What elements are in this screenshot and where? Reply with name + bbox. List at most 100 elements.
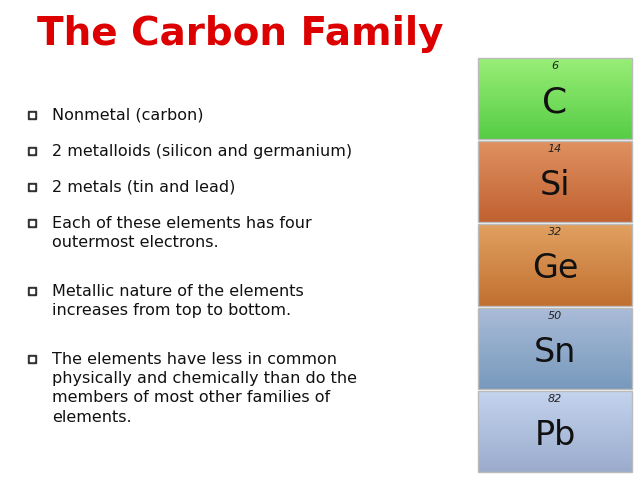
Bar bbox=[478, 66, 632, 68]
Bar bbox=[478, 64, 632, 66]
Bar bbox=[478, 409, 632, 411]
Bar bbox=[478, 393, 632, 395]
Bar bbox=[478, 464, 632, 466]
Bar bbox=[478, 456, 632, 458]
Text: 14: 14 bbox=[548, 144, 562, 154]
Bar bbox=[478, 133, 632, 135]
Bar bbox=[478, 83, 632, 84]
Bar bbox=[478, 147, 632, 149]
Bar bbox=[478, 437, 632, 440]
Bar bbox=[478, 204, 632, 206]
Bar bbox=[478, 298, 632, 300]
Bar bbox=[478, 277, 632, 279]
Bar bbox=[478, 58, 632, 60]
Bar bbox=[478, 405, 632, 407]
Bar bbox=[478, 316, 632, 318]
Bar bbox=[478, 372, 632, 374]
Bar bbox=[478, 68, 632, 70]
Bar bbox=[478, 407, 632, 409]
Bar bbox=[478, 411, 632, 413]
Bar bbox=[478, 149, 632, 151]
Bar bbox=[478, 117, 632, 119]
Bar bbox=[478, 115, 632, 117]
Bar bbox=[478, 232, 632, 235]
Bar bbox=[478, 356, 632, 359]
Bar bbox=[478, 240, 632, 243]
Bar bbox=[478, 212, 632, 214]
Bar bbox=[478, 159, 632, 161]
Bar bbox=[478, 419, 632, 421]
Bar bbox=[478, 291, 632, 293]
Text: 2 metals (tin and lead): 2 metals (tin and lead) bbox=[52, 180, 236, 195]
Bar bbox=[478, 192, 632, 194]
Bar bbox=[478, 166, 632, 168]
Text: The Carbon Family: The Carbon Family bbox=[36, 15, 444, 53]
Bar bbox=[478, 157, 632, 159]
Bar bbox=[478, 330, 632, 332]
Bar bbox=[478, 383, 632, 385]
Bar bbox=[478, 338, 632, 340]
Bar bbox=[478, 178, 632, 180]
Bar bbox=[478, 399, 632, 401]
Text: 32: 32 bbox=[548, 228, 562, 238]
Text: 2 metalloids (silicon and germanium): 2 metalloids (silicon and germanium) bbox=[52, 144, 352, 159]
Bar bbox=[478, 421, 632, 423]
Bar bbox=[28, 147, 36, 155]
Bar bbox=[478, 269, 632, 271]
Bar bbox=[478, 184, 632, 186]
Bar bbox=[28, 287, 36, 295]
Bar bbox=[478, 296, 632, 298]
Bar bbox=[478, 354, 632, 356]
Bar bbox=[478, 466, 632, 468]
Bar bbox=[478, 344, 632, 346]
Text: 50: 50 bbox=[548, 311, 562, 321]
Bar bbox=[478, 151, 632, 154]
Bar bbox=[478, 371, 632, 372]
Bar bbox=[478, 210, 632, 212]
Bar bbox=[478, 145, 632, 147]
Bar bbox=[478, 442, 632, 444]
Bar bbox=[478, 334, 632, 336]
Bar bbox=[478, 90, 632, 93]
Bar bbox=[478, 220, 632, 222]
Bar bbox=[478, 374, 632, 377]
Bar bbox=[478, 312, 632, 314]
Bar bbox=[478, 253, 632, 255]
Bar bbox=[478, 249, 632, 251]
Bar bbox=[478, 245, 632, 247]
Bar bbox=[478, 267, 632, 269]
Text: Ge: Ge bbox=[532, 252, 578, 286]
Bar bbox=[478, 415, 632, 417]
Bar bbox=[478, 452, 632, 454]
Bar bbox=[478, 86, 632, 88]
Bar bbox=[478, 169, 632, 172]
Bar bbox=[478, 300, 632, 301]
Bar bbox=[478, 103, 632, 105]
Bar bbox=[478, 379, 632, 381]
Bar bbox=[478, 340, 632, 342]
Bar bbox=[478, 218, 632, 220]
Bar bbox=[478, 186, 632, 188]
Bar bbox=[478, 460, 632, 462]
Bar bbox=[478, 444, 632, 445]
Bar bbox=[478, 328, 632, 330]
Bar bbox=[478, 172, 632, 174]
Bar bbox=[478, 470, 632, 472]
Bar bbox=[478, 366, 632, 369]
Bar bbox=[478, 283, 632, 285]
Bar bbox=[478, 387, 632, 389]
Bar bbox=[478, 435, 632, 437]
Bar bbox=[478, 208, 632, 210]
Bar bbox=[478, 202, 632, 204]
Bar bbox=[478, 401, 632, 403]
Bar bbox=[478, 310, 632, 312]
Bar bbox=[478, 227, 632, 228]
Bar bbox=[478, 318, 632, 320]
Bar bbox=[478, 259, 632, 261]
Bar bbox=[478, 251, 632, 253]
Bar bbox=[478, 84, 632, 86]
Bar bbox=[478, 127, 632, 129]
Bar bbox=[478, 95, 632, 96]
Bar bbox=[478, 458, 632, 460]
Text: The elements have less in common
physically and chemically than do the
members o: The elements have less in common physica… bbox=[52, 352, 357, 425]
